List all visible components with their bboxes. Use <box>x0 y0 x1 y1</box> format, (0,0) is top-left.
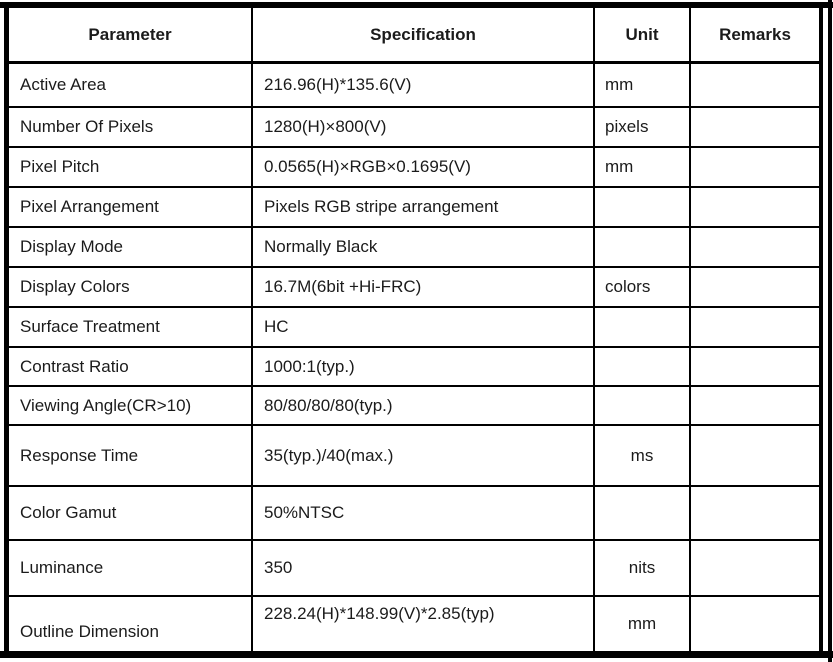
row-specification: 0.0565(H)×RGB×0.1695(V) <box>253 148 595 186</box>
row-remarks <box>691 597 819 651</box>
row-unit: mm <box>595 148 691 186</box>
row-unit: pixels <box>595 108 691 146</box>
table-right-border <box>819 2 823 658</box>
row-unit <box>595 308 691 346</box>
row-parameter: Outline Dimension <box>9 597 253 651</box>
table-row: Viewing Angle(CR>10) 80/80/80/80(typ.) <box>9 387 819 426</box>
row-specification: 16.7M(6bit +Hi-FRC) <box>253 268 595 306</box>
row-parameter: Luminance <box>9 541 253 595</box>
table-row: Color Gamut 50%NTSC <box>9 487 819 541</box>
table-row: Response Time 35(typ.)/40(max.) ms <box>9 426 819 487</box>
page-edge-line <box>828 0 832 662</box>
column-header-remarks: Remarks <box>719 24 791 44</box>
table-row: Outline Dimension 228.24(H)*148.99(V)*2.8… <box>9 597 819 651</box>
table-row: Number Of Pixels 1280(H)×800(V) pixels <box>9 108 819 148</box>
row-remarks <box>691 64 819 106</box>
row-parameter: Color Gamut <box>9 487 253 539</box>
table-row: Surface Treatment HC <box>9 308 819 348</box>
row-specification: 80/80/80/80(typ.) <box>253 387 595 424</box>
row-remarks <box>691 108 819 146</box>
table-row: Pixel Pitch 0.0565(H)×RGB×0.1695(V) mm <box>9 148 819 188</box>
row-specification: 1000:1(typ.) <box>253 348 595 385</box>
table-left-border <box>4 2 9 658</box>
row-parameter: Response Time <box>9 426 253 485</box>
row-unit: nits <box>595 541 691 595</box>
row-parameter: Display Colors <box>9 268 253 306</box>
table-row: Pixel Arrangement Pixels RGB stripe arran… <box>9 188 819 228</box>
row-parameter: Surface Treatment <box>9 308 253 346</box>
row-remarks <box>691 487 819 539</box>
row-specification: 350 <box>253 541 595 595</box>
row-specification: Normally Black <box>253 228 595 266</box>
row-remarks <box>691 188 819 226</box>
row-specification: 35(typ.)/40(max.) <box>253 426 595 485</box>
column-header-specification: Specification <box>253 8 595 61</box>
row-unit: mm <box>595 64 691 106</box>
column-header-parameter: Parameter <box>9 8 253 61</box>
row-unit <box>595 188 691 226</box>
table-row: Active Area 216.96(H)*135.6(V) mm <box>9 64 819 108</box>
row-remarks <box>691 268 819 306</box>
row-unit <box>595 387 691 424</box>
row-remarks <box>691 387 819 424</box>
row-remarks <box>691 308 819 346</box>
row-parameter: Contrast Ratio <box>9 348 253 385</box>
table-row: Luminance 350 nits <box>9 541 819 597</box>
row-unit <box>595 487 691 539</box>
row-parameter: Number Of Pixels <box>9 108 253 146</box>
table-row: Display Mode Normally Black <box>9 228 819 268</box>
row-specification: HC <box>253 308 595 346</box>
row-parameter: Pixel Arrangement <box>9 188 253 226</box>
row-specification: 1280(H)×800(V) <box>253 108 595 146</box>
row-specification: 228.24(H)*148.99(V)*2.85(typ) <box>253 597 595 651</box>
row-remarks <box>691 348 819 385</box>
row-unit: mm <box>595 597 691 651</box>
spec-table: Parameter Specification Unit Remarks Act… <box>9 8 819 651</box>
row-unit <box>595 348 691 385</box>
table-row: Display Colors 16.7M(6bit +Hi-FRC) colors <box>9 268 819 308</box>
row-parameter: Active Area <box>9 64 253 106</box>
row-remarks <box>691 148 819 186</box>
row-remarks <box>691 541 819 595</box>
row-remarks <box>691 426 819 485</box>
row-unit <box>595 228 691 266</box>
column-header-unit: Unit <box>595 8 691 61</box>
table-row: Contrast Ratio 1000:1(typ.) <box>9 348 819 387</box>
row-remarks <box>691 228 819 266</box>
row-parameter: Viewing Angle(CR>10) <box>9 387 253 424</box>
table-top-border <box>0 2 833 8</box>
row-specification: Pixels RGB stripe arrangement <box>253 188 595 226</box>
row-specification: 50%NTSC <box>253 487 595 539</box>
row-parameter: Pixel Pitch <box>9 148 253 186</box>
row-unit: ms <box>595 426 691 485</box>
row-unit: colors <box>595 268 691 306</box>
table-header-row: Parameter Specification Unit Remarks <box>9 8 819 64</box>
table-bottom-border <box>0 651 833 658</box>
row-parameter: Display Mode <box>9 228 253 266</box>
row-specification: 216.96(H)*135.6(V) <box>253 64 595 106</box>
